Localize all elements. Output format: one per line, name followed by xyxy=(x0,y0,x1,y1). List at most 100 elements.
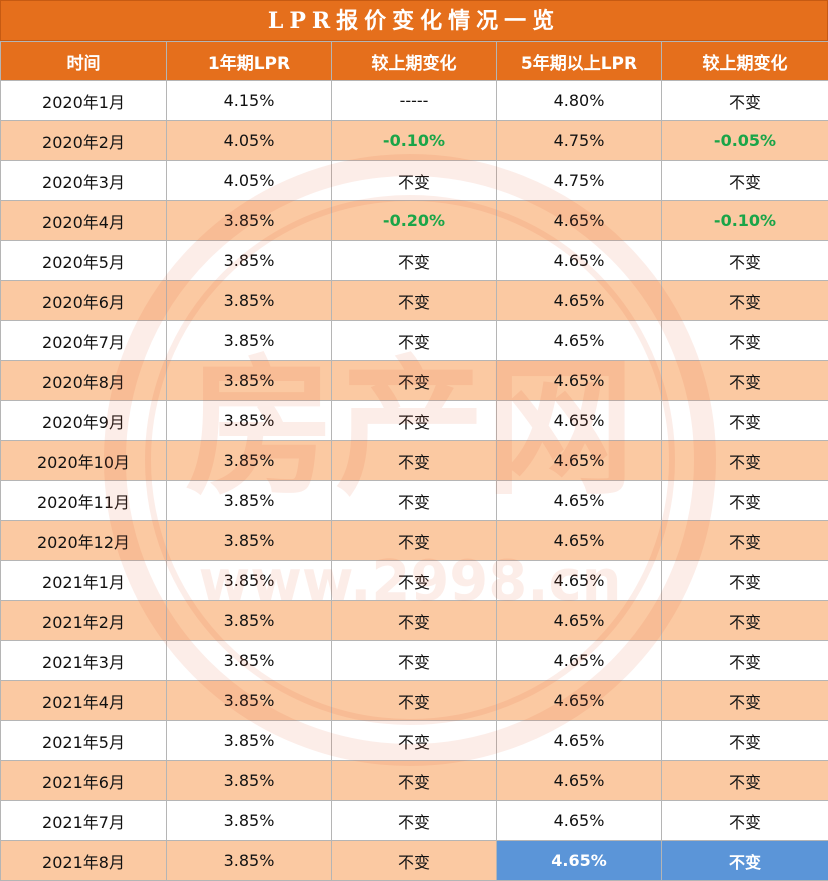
column-header-1y-lpr: 1年期LPR xyxy=(166,41,332,81)
cell-1y-lpr: 3.85% xyxy=(166,520,332,561)
cell-time: 2020年4月 xyxy=(0,200,167,241)
cell-1y-change: 不变 xyxy=(331,640,497,681)
cell-1y-lpr: 3.85% xyxy=(166,640,332,681)
cell-time: 2020年10月 xyxy=(0,440,167,481)
cell-1y-change: 不变 xyxy=(331,440,497,481)
cell-1y-change: ----- xyxy=(331,80,497,121)
cell-5y-change: 不变 xyxy=(661,440,828,481)
cell-1y-lpr: 3.85% xyxy=(166,800,332,841)
column-header-1y-change: 较上期变化 xyxy=(331,41,497,81)
cell-5y-lpr: 4.65% xyxy=(496,680,662,721)
table-row: 2021年1月 3.85% 不变 4.65% 不变 xyxy=(0,560,828,601)
cell-5y-lpr: 4.65% xyxy=(496,560,662,601)
cell-time: 2020年3月 xyxy=(0,160,167,201)
cell-5y-change: 不变 xyxy=(661,320,828,361)
column-header-time: 时间 xyxy=(0,41,167,81)
cell-1y-change: -0.10% xyxy=(331,120,497,161)
cell-time: 2020年6月 xyxy=(0,280,167,321)
cell-1y-lpr: 3.85% xyxy=(166,720,332,761)
table-row: 2021年4月 3.85% 不变 4.65% 不变 xyxy=(0,680,828,721)
cell-5y-change: 不变 xyxy=(661,800,828,841)
cell-time: 2021年4月 xyxy=(0,680,167,721)
cell-1y-lpr: 3.85% xyxy=(166,320,332,361)
cell-1y-lpr: 3.85% xyxy=(166,560,332,601)
cell-1y-lpr: 3.85% xyxy=(166,440,332,481)
cell-5y-lpr: 4.65% xyxy=(496,800,662,841)
cell-1y-change: 不变 xyxy=(331,680,497,721)
cell-5y-change: 不变 xyxy=(661,600,828,641)
table-row: 2021年5月 3.85% 不变 4.65% 不变 xyxy=(0,720,828,761)
cell-1y-lpr: 3.85% xyxy=(166,360,332,401)
cell-time: 2020年1月 xyxy=(0,80,167,121)
cell-1y-change: 不变 xyxy=(331,760,497,801)
cell-5y-lpr: 4.65% xyxy=(496,240,662,281)
cell-5y-lpr: 4.65% xyxy=(496,280,662,321)
table-row: 2020年6月 3.85% 不变 4.65% 不变 xyxy=(0,280,828,321)
table-row: 2020年3月 4.05% 不变 4.75% 不变 xyxy=(0,160,828,201)
cell-1y-lpr: 4.05% xyxy=(166,160,332,201)
cell-5y-lpr: 4.65% xyxy=(496,360,662,401)
cell-1y-change: 不变 xyxy=(331,560,497,601)
table-row: 2020年12月 3.85% 不变 4.65% 不变 xyxy=(0,520,828,561)
table-row: 2021年3月 3.85% 不变 4.65% 不变 xyxy=(0,640,828,681)
cell-1y-lpr: 3.85% xyxy=(166,200,332,241)
cell-1y-lpr: 3.85% xyxy=(166,600,332,641)
cell-time: 2021年3月 xyxy=(0,640,167,681)
cell-5y-change: 不变 xyxy=(661,240,828,281)
cell-1y-lpr: 3.85% xyxy=(166,760,332,801)
cell-time: 2020年7月 xyxy=(0,320,167,361)
cell-time: 2021年1月 xyxy=(0,560,167,601)
cell-1y-lpr: 3.85% xyxy=(166,240,332,281)
table-row: 2021年7月 3.85% 不变 4.65% 不变 xyxy=(0,800,828,841)
cell-1y-change: 不变 xyxy=(331,400,497,441)
cell-5y-change: 不变 xyxy=(661,280,828,321)
cell-5y-change: 不变 xyxy=(661,520,828,561)
table-row: 2020年8月 3.85% 不变 4.65% 不变 xyxy=(0,360,828,401)
cell-5y-lpr: 4.65% xyxy=(496,720,662,761)
cell-5y-change: -0.10% xyxy=(661,200,828,241)
table-row: 2021年2月 3.85% 不变 4.65% 不变 xyxy=(0,600,828,641)
table-row: 2020年4月 3.85% -0.20% 4.65% -0.10% xyxy=(0,200,828,241)
cell-1y-lpr: 3.85% xyxy=(166,680,332,721)
column-header-5y-change: 较上期变化 xyxy=(661,41,828,81)
cell-5y-lpr: 4.65% xyxy=(496,320,662,361)
cell-5y-change: 不变 xyxy=(661,640,828,681)
cell-time: 2021年8月 xyxy=(0,840,167,881)
table-row: 2020年9月 3.85% 不变 4.65% 不变 xyxy=(0,400,828,441)
cell-5y-lpr: 4.65% xyxy=(496,840,662,881)
cell-1y-change: 不变 xyxy=(331,320,497,361)
table-row: 2020年7月 3.85% 不变 4.65% 不变 xyxy=(0,320,828,361)
cell-1y-lpr: 3.85% xyxy=(166,840,332,881)
cell-5y-change: 不变 xyxy=(661,80,828,121)
cell-1y-change: 不变 xyxy=(331,360,497,401)
cell-1y-change: 不变 xyxy=(331,520,497,561)
cell-5y-lpr: 4.65% xyxy=(496,760,662,801)
table-row: 2020年11月 3.85% 不变 4.65% 不变 xyxy=(0,480,828,521)
cell-5y-lpr: 4.65% xyxy=(496,600,662,641)
cell-1y-lpr: 4.15% xyxy=(166,80,332,121)
cell-5y-change: 不变 xyxy=(661,760,828,801)
cell-5y-lpr: 4.75% xyxy=(496,120,662,161)
cell-5y-change: 不变 xyxy=(661,360,828,401)
cell-5y-lpr: 4.65% xyxy=(496,440,662,481)
cell-time: 2020年5月 xyxy=(0,240,167,281)
cell-1y-lpr: 3.85% xyxy=(166,400,332,441)
lpr-table: 时间 1年期LPR 较上期变化 5年期以上LPR 较上期变化 2020年1月 4.… xyxy=(0,41,828,881)
cell-1y-change: 不变 xyxy=(331,280,497,321)
table-row: 2020年1月 4.15% ----- 4.80% 不变 xyxy=(0,80,828,121)
cell-1y-change: 不变 xyxy=(331,480,497,521)
cell-time: 2020年12月 xyxy=(0,520,167,561)
cell-5y-change: 不变 xyxy=(661,560,828,601)
table-row: 2020年2月 4.05% -0.10% 4.75% -0.05% xyxy=(0,120,828,161)
cell-time: 2020年11月 xyxy=(0,480,167,521)
cell-time: 2020年9月 xyxy=(0,400,167,441)
cell-1y-lpr: 3.85% xyxy=(166,280,332,321)
cell-1y-change: 不变 xyxy=(331,840,497,881)
cell-5y-lpr: 4.65% xyxy=(496,400,662,441)
table-row: 2021年8月 3.85% 不变 4.65% 不变 xyxy=(0,840,828,881)
cell-time: 2021年7月 xyxy=(0,800,167,841)
cell-1y-change: 不变 xyxy=(331,600,497,641)
cell-1y-change: 不变 xyxy=(331,240,497,281)
cell-5y-lpr: 4.80% xyxy=(496,80,662,121)
cell-1y-change: 不变 xyxy=(331,800,497,841)
